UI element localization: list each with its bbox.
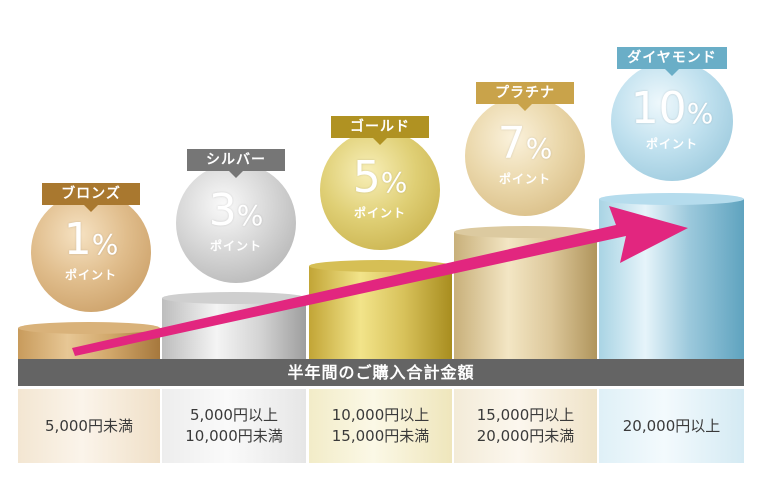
- purchase-total-band: 半年間のご購入合計金額: [18, 359, 744, 386]
- diamond-medal: 10% ポイント: [611, 61, 733, 181]
- range-line: 15,000円未満: [331, 427, 430, 445]
- range-line: 20,000円未満: [476, 427, 575, 445]
- silver-medal: 3% ポイント: [176, 163, 296, 283]
- range-line: 10,000円以上: [331, 406, 430, 424]
- platinum-column: [454, 226, 597, 359]
- bronze-tag: ブロンズ: [42, 183, 140, 212]
- range-line: 20,000円以上: [622, 416, 721, 435]
- gold-tag: ゴールド: [331, 116, 429, 145]
- range-line: 15,000円以上: [476, 406, 575, 424]
- bronze-column: [18, 322, 160, 359]
- silver-range-cell: 5,000円以上 10,000円未満: [162, 389, 306, 463]
- platinum-medal: 7% ポイント: [465, 96, 585, 216]
- gold-column: [309, 260, 452, 359]
- bronze-range-cell: 5,000円未満: [18, 389, 160, 463]
- platinum-tag: プラチナ: [476, 82, 574, 111]
- silver-tag: シルバー: [187, 149, 285, 178]
- range-line: 5,000円以上: [190, 406, 278, 424]
- gold-range-cell: 10,000円以上 15,000円未満: [309, 389, 452, 463]
- diamond-tag: ダイヤモンド: [617, 47, 727, 76]
- range-line: 5,000円未満: [45, 416, 133, 435]
- diamond-range-cell: 20,000円以上: [599, 389, 744, 463]
- bronze-medal: 1% ポイント: [31, 192, 151, 312]
- platinum-range-cell: 15,000円以上 20,000円未満: [454, 389, 597, 463]
- gold-medal: 5% ポイント: [320, 130, 440, 250]
- range-line: 10,000円未満: [185, 427, 283, 445]
